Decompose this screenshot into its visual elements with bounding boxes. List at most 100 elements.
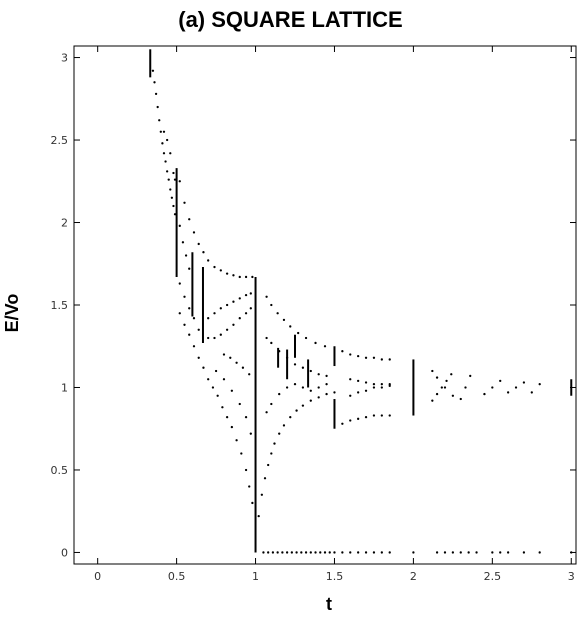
data-point: [290, 551, 293, 554]
data-point: [202, 251, 205, 254]
data-point: [216, 394, 219, 397]
data-point: [178, 180, 181, 183]
data-point: [435, 551, 439, 554]
data-point: [249, 307, 252, 310]
data-point: [349, 551, 352, 554]
data-point: [207, 259, 210, 262]
data-point: [265, 336, 268, 340]
data-point: [167, 178, 170, 181]
data-point: [483, 392, 486, 396]
data-point: [207, 378, 210, 381]
data-point: [213, 265, 216, 269]
data-point: [240, 452, 243, 455]
data-point: [364, 356, 368, 359]
data-point: [364, 551, 368, 554]
data-point: [475, 551, 478, 554]
data-point: [188, 307, 191, 310]
data-point: [244, 416, 248, 419]
data-point: [522, 551, 526, 554]
data-point: [317, 386, 320, 389]
data-point: [357, 417, 360, 420]
data-point: [293, 363, 297, 366]
data-point: [235, 439, 238, 442]
data-point: [333, 551, 336, 554]
data-point: [188, 333, 191, 336]
data-point: [333, 391, 336, 394]
data-point: [364, 416, 368, 419]
data-point: [506, 551, 510, 554]
data-point: [412, 551, 415, 554]
data-point: [162, 130, 166, 133]
data-point: [265, 411, 268, 414]
data-point: [349, 394, 352, 397]
data-point: [244, 293, 248, 297]
x-tick-label: 0.5: [168, 570, 186, 583]
data-point: [232, 274, 235, 277]
data-point: [276, 312, 279, 315]
data-point: [251, 275, 254, 279]
data-point: [443, 386, 447, 389]
data-point: [317, 373, 320, 376]
data-point: [238, 402, 241, 406]
data-point: [304, 336, 308, 340]
data-point: [357, 379, 360, 383]
data-point: [273, 442, 276, 445]
data-point: [270, 341, 273, 345]
data-point: [380, 383, 383, 386]
data-point: [372, 386, 376, 389]
data-point: [170, 196, 174, 199]
data-point: [357, 354, 360, 358]
data-point: [158, 119, 161, 122]
data-point: [445, 379, 448, 383]
data-point: [431, 369, 434, 373]
data-point: [184, 254, 188, 257]
data-point: [431, 399, 434, 402]
data-point: [232, 300, 235, 303]
data-point: [464, 386, 467, 389]
data-point: [244, 275, 248, 279]
data-point: [380, 358, 383, 361]
data-point: [188, 267, 191, 270]
data-point: [225, 416, 229, 419]
data-point: [248, 485, 251, 488]
data-point: [289, 325, 292, 328]
y-tick-label: 2.5: [51, 134, 69, 147]
y-tick-label: 1: [61, 381, 68, 394]
x-tick-label: 1: [252, 570, 259, 583]
y-tick-label: 0: [61, 546, 68, 559]
data-point: [162, 152, 166, 155]
data-point: [173, 178, 177, 181]
data-point: [230, 389, 234, 392]
data-point: [325, 383, 328, 386]
data-point: [207, 336, 210, 340]
plot-frame: [73, 45, 577, 565]
data-point: [435, 376, 439, 379]
data-point: [295, 409, 298, 412]
data-point: [276, 551, 279, 554]
data-point: [213, 336, 216, 340]
data-point: [372, 551, 376, 554]
data-point: [570, 551, 573, 554]
data-point: [278, 432, 281, 435]
data-point: [451, 394, 455, 397]
data-point: [388, 358, 391, 361]
x-axis-label: t: [326, 594, 332, 614]
data-point: [514, 386, 518, 389]
data-point: [349, 353, 352, 356]
data-point: [388, 414, 391, 417]
data-point: [183, 295, 186, 298]
data-point: [214, 369, 218, 373]
data-point: [156, 105, 159, 109]
data-point: [491, 551, 494, 554]
data-point: [173, 213, 177, 216]
data-point: [341, 551, 344, 554]
y-tick-label: 2: [61, 217, 68, 230]
data-point: [282, 318, 286, 321]
data-point: [183, 201, 186, 204]
data-point: [202, 366, 205, 369]
data-point: [238, 317, 241, 320]
data-point: [211, 386, 215, 389]
data-point: [192, 345, 196, 348]
data-point: [229, 356, 232, 359]
